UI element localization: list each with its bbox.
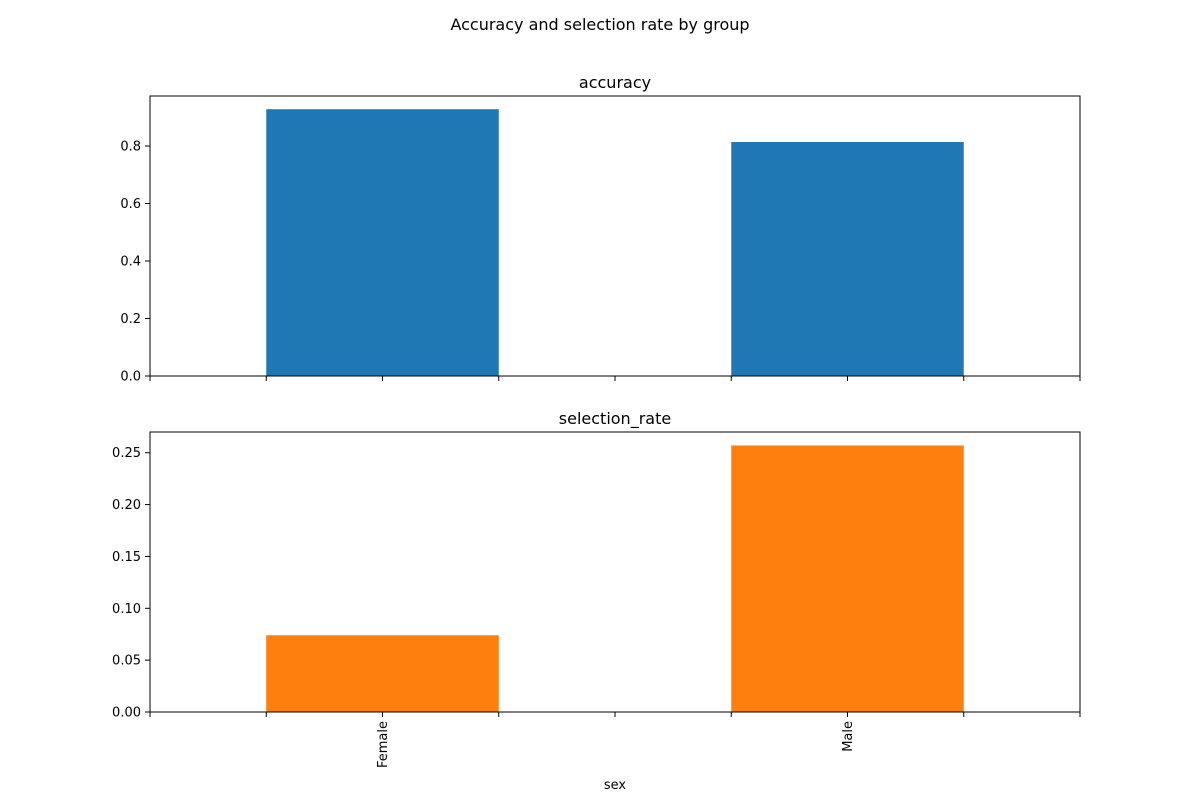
selection-rate-y-tick-label: 0.20 xyxy=(112,498,141,513)
selection-rate-subplot-title: selection_rate xyxy=(559,409,671,429)
x-axis-label: sex xyxy=(604,778,627,793)
x-tick-label-female: Female xyxy=(376,721,391,768)
accuracy-y-tick-label: 0.0 xyxy=(120,370,141,385)
selection-rate-y-tick-label: 0.05 xyxy=(112,654,141,669)
x-tick-label-male: Male xyxy=(841,721,856,752)
selection-rate-y-tick-label: 0.15 xyxy=(112,550,141,565)
accuracy-bar-male xyxy=(731,141,964,376)
selection-rate-bar-male xyxy=(731,445,964,712)
selection-rate-y-tick-label: 0.10 xyxy=(112,602,141,617)
accuracy-y-tick-label: 0.6 xyxy=(120,197,141,212)
accuracy-subplot: accuracy 0.0 0.2 0.4 0.6 0.8 xyxy=(120,73,1081,385)
selection-rate-y-tick-label: 0.25 xyxy=(112,446,141,461)
accuracy-y-tick-label: 0.4 xyxy=(120,255,141,270)
selection-rate-bar-female xyxy=(266,635,499,712)
accuracy-bar-female xyxy=(266,109,499,376)
selection-rate-subplot: selection_rate sex 0.00 0.05 0.10 0.15 0.20 0… xyxy=(112,409,1081,793)
accuracy-y-tick-label: 0.8 xyxy=(120,140,141,155)
accuracy-y-tick-label: 0.2 xyxy=(120,312,141,327)
figure-title: Accuracy and selection rate by group xyxy=(450,15,749,34)
selection-rate-y-tick-label: 0.00 xyxy=(112,706,141,721)
accuracy-subplot-title: accuracy xyxy=(579,73,651,92)
